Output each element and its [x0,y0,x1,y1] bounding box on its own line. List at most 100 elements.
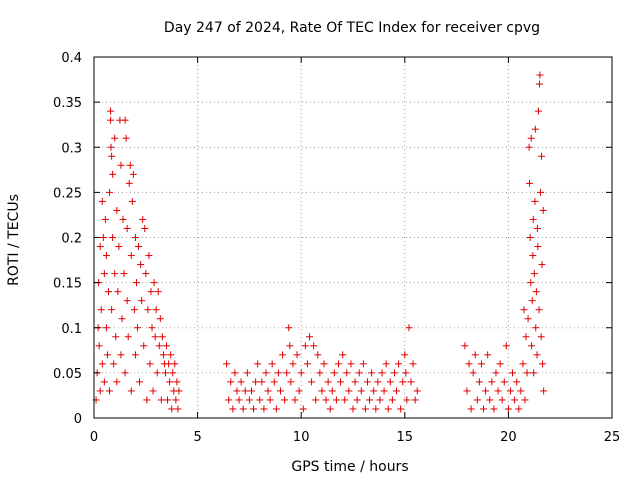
data-point [484,351,492,359]
data-point [161,369,169,377]
data-point [150,279,158,287]
data-point [322,396,330,404]
data-points [92,71,548,413]
data-point [100,378,108,386]
data-point [488,378,496,386]
data-point [130,306,138,314]
data-point [112,333,120,341]
data-point [137,261,145,269]
data-point [326,405,334,413]
data-point [332,396,340,404]
data-point [359,360,367,368]
data-point [401,351,409,359]
data-point [247,387,255,395]
data-point [409,360,417,368]
x-axis-label: GPS time / hours [291,459,408,475]
data-point [113,206,121,214]
data-point [172,396,180,404]
data-point [283,369,291,377]
data-point [353,396,361,404]
data-point [268,360,276,368]
data-point [310,342,318,350]
data-point [539,206,547,214]
data-point [121,116,129,124]
data-point [136,378,144,386]
y-tick-label: 0.1 [61,322,82,337]
x-tick-label: 20 [500,430,517,445]
data-point [165,360,173,368]
data-point [127,387,135,395]
data-point [102,252,110,260]
data-point [372,405,380,413]
data-point [173,378,181,386]
data-point [164,396,172,404]
data-point [524,315,532,323]
data-point [403,396,411,404]
data-point [131,234,139,241]
data-point [135,243,143,251]
data-point [250,405,258,413]
data-point [110,360,118,368]
data-point [120,270,128,278]
data-point [128,197,136,205]
data-point [482,387,490,395]
data-point [486,396,494,404]
y-tick-label: 0.3 [61,141,82,156]
data-point [139,215,147,223]
data-point [337,378,345,386]
data-point [158,333,166,341]
data-point [531,197,539,205]
x-tick-label: 0 [90,430,98,445]
data-point [515,405,523,413]
data-point [364,378,372,386]
data-point [378,369,386,377]
data-point [533,224,541,232]
data-point [266,396,274,404]
data-point [119,215,127,223]
data-point [496,360,504,368]
chart-title: Day 247 of 2024, Rate Of TEC Index for r… [164,20,540,36]
data-point [537,188,545,196]
data-point [151,333,159,341]
data-point [334,360,342,368]
data-point [303,360,311,368]
data-point [109,234,117,241]
data-point [96,387,104,395]
y-tick-label: 0.35 [53,96,82,111]
data-point [155,342,163,350]
data-point [312,396,320,404]
data-point [405,324,413,332]
data-point [299,405,307,413]
data-point [386,378,394,386]
data-point [461,342,469,350]
data-point [465,360,473,368]
data-point [534,107,542,115]
data-point [106,188,114,196]
data-point [175,387,183,395]
data-point [314,351,322,359]
data-point [525,143,533,151]
data-point [341,396,349,404]
data-point [513,378,521,386]
data-point [473,396,481,404]
data-point [509,369,517,377]
data-point [316,369,324,377]
data-point [98,360,106,368]
data-point [132,279,140,287]
data-point [519,360,527,368]
data-point [530,369,538,377]
data-point [504,405,512,413]
data-point [395,360,403,368]
data-point [171,360,179,368]
data-point [535,80,543,88]
data-point [502,342,510,350]
data-point [388,396,396,404]
data-point [117,161,125,169]
y-tick-label: 0.05 [53,367,82,382]
data-point [528,297,536,305]
data-point [96,243,104,251]
data-point [145,252,153,260]
data-point [166,378,174,386]
data-point [223,360,231,368]
